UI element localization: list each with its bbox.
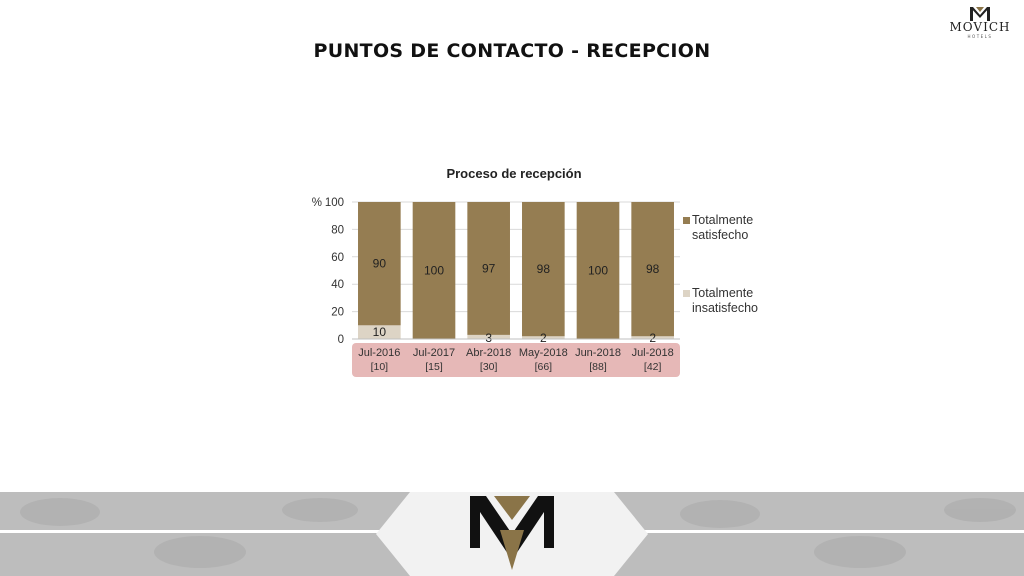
data-label-satisfecho: 100 (588, 264, 608, 278)
data-label-satisfecho: 90 (373, 257, 387, 271)
y-tick-label: 100 (325, 197, 344, 209)
bar-segment-satisfecho (358, 202, 401, 326)
data-label-satisfecho: 98 (537, 262, 551, 276)
footer-band (0, 490, 1024, 576)
chart-title: Proceso de recepción (446, 166, 581, 181)
x-category-label: Abr-2018 (466, 347, 511, 359)
legend-label-line2: insatisfecho (692, 301, 758, 315)
data-label-satisfecho: 98 (646, 262, 660, 276)
legend-label-line1: Totalmente (692, 286, 753, 300)
category-axis-band (352, 343, 680, 377)
x-sample-size-label: [66] (535, 361, 553, 373)
data-label-insatisfecho: 3 (485, 331, 492, 345)
movich-logo-icon (970, 7, 990, 21)
x-sample-size-label: [88] (589, 361, 607, 373)
page-title: PUNTOS DE CONTACTO - RECEPCION (313, 40, 711, 62)
data-label-insatisfecho: 2 (540, 331, 547, 345)
x-sample-size-label: [30] (480, 361, 498, 373)
data-label-satisfecho: 100 (424, 264, 444, 278)
x-sample-size-label: [10] (371, 361, 389, 373)
legend-swatch (683, 290, 690, 297)
y-tick-label: 80 (331, 224, 344, 236)
data-label-insatisfecho: 10 (373, 325, 387, 339)
y-tick-label: 0 (338, 334, 344, 346)
bar-segment-insatisfecho (522, 336, 565, 339)
brand-logo: MOVICH HOTELS (944, 6, 1016, 39)
y-tick-label: 60 (331, 252, 344, 264)
legend-swatch (683, 217, 690, 224)
bar-segment-satisfecho (631, 202, 674, 337)
bar-segment-satisfecho (576, 202, 620, 339)
x-category-label: May-2018 (519, 347, 568, 359)
x-sample-size-label: [15] (425, 361, 443, 373)
bar-segment-satisfecho (467, 202, 510, 335)
stacked-bar-chart: Proceso de recepción 0 20 40 60 80 100% 90 10 Jul… (312, 166, 758, 377)
brand-subtitle: HOTELS (967, 34, 993, 39)
legend-label-line1: Totalmente (692, 213, 753, 227)
bar-segment-insatisfecho (631, 336, 674, 339)
x-category-label: Jun-2018 (575, 347, 621, 359)
brand-name: MOVICH (949, 20, 1011, 34)
data-label-satisfecho: 97 (482, 261, 496, 275)
y-tick-label: 20 (331, 307, 344, 319)
y-unit-label: % (312, 197, 322, 209)
bar-segment-satisfecho (412, 202, 456, 339)
x-category-label: Jul-2016 (358, 347, 400, 359)
bar-segment-insatisfecho (467, 334, 510, 339)
x-category-label: Jul-2017 (413, 347, 455, 359)
bar-segment-satisfecho (522, 202, 565, 337)
movich-footer-logo-icon (470, 496, 554, 570)
x-sample-size-label: [42] (644, 361, 662, 373)
y-tick-label: 40 (331, 279, 344, 291)
bar-segment-insatisfecho (358, 325, 401, 339)
legend-label-line2: satisfecho (692, 228, 748, 242)
data-label-insatisfecho: 2 (649, 331, 656, 345)
x-category-label: Jul-2018 (632, 347, 674, 359)
